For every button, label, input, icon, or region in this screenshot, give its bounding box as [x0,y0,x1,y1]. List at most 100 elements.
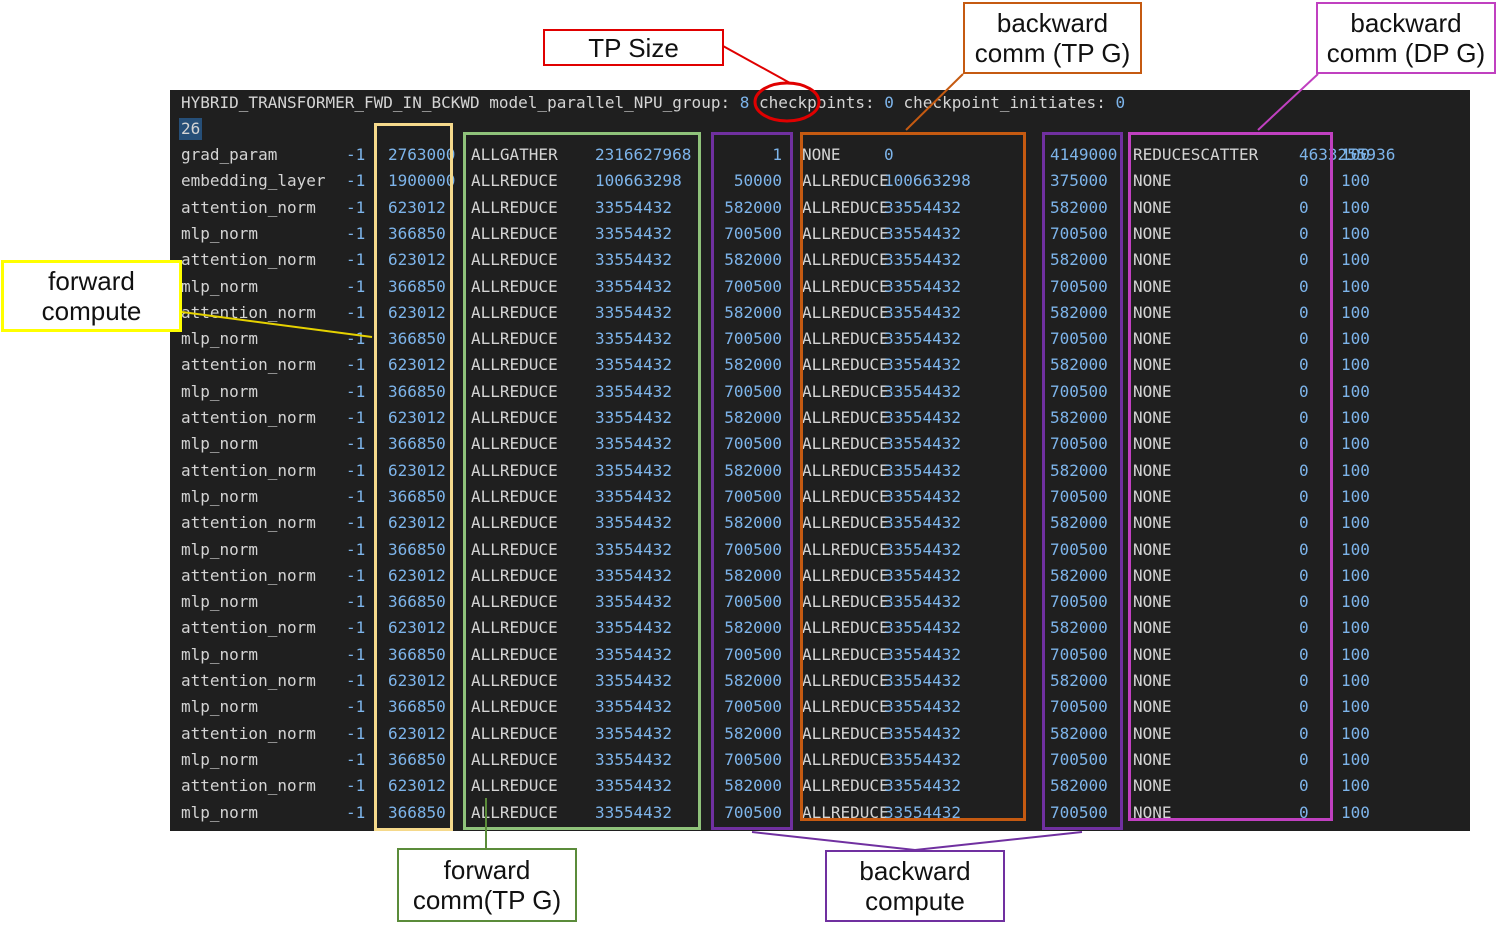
table-cell: attention_norm [181,250,316,270]
table-cell: ALLREDUCE [802,302,889,322]
backward-compute-box-2 [1042,132,1123,830]
table-row: attention_norm -1 623012 ALLREDUCE 33554432 5… [0,668,1500,694]
table-cell: 100 [1341,592,1370,612]
table-cell: -1 [346,618,366,638]
forward-comm-label: forward comm(TP G) [397,848,577,922]
backward-comm-dp-line2: comm (DP G) [1326,38,1486,68]
table-cell: ALLREDUCE [471,644,558,664]
table-cell: 0 [1299,723,1309,743]
table-cell: 0 [1299,171,1309,191]
table-row: mlp_norm -1 366850 ALLREDUCE 33554432 700500 A… [0,537,1500,563]
table-cell: 582000 [724,513,782,533]
table-cell: ALLREDUCE [471,223,558,243]
table-cell: 33554432 [884,434,962,454]
table-cell: 33554432 [595,592,673,612]
table-cell: -1 [346,276,366,296]
table-cell: 700500 [1050,381,1108,401]
table-cell: NONE [1133,302,1172,322]
table-cell: -1 [346,539,366,559]
table-cell: 366850 [388,592,446,612]
table-cell: ALLREDUCE [471,802,558,822]
table-cell: 582000 [1050,250,1108,270]
table-cell: ALLREDUCE [802,749,889,769]
table-cell: 0 [1299,802,1309,822]
table-cell: 0 [1299,644,1309,664]
table-cell: ALLREDUCE [802,486,889,506]
table-cell: 100 [1341,671,1370,690]
table-cell: attention_norm [181,671,316,690]
table-cell: 2763000 [388,145,456,164]
table-cell: attention_norm [181,618,316,638]
table-cell: ALLREDUCE [471,776,558,796]
tp-size-label: TP Size [543,29,724,66]
table-cell: 33554432 [884,802,962,822]
backward-compute-box-1 [711,132,793,830]
table-cell: 33554432 [595,618,673,638]
table-cell: 33554432 [884,513,962,533]
table-cell: 0 [1299,408,1309,427]
table-row: attention_norm -1 623012 ALLREDUCE 33554432 5… [0,721,1500,747]
backward-comm-tp-label: backward comm (TP G) [963,2,1142,74]
table-row: attention_norm -1 623012 ALLREDUCE 33554432 5… [0,458,1500,484]
table-cell: 33554432 [884,644,962,664]
table-cell: 582000 [1050,565,1108,585]
table-cell: ALLREDUCE [471,250,558,270]
table-cell: ALLREDUCE [802,329,889,349]
table-cell: 0 [1299,460,1309,480]
table-cell: ALLREDUCE [471,592,558,612]
table-cell: -1 [346,513,366,533]
table-cell: attention_norm [181,460,316,480]
table-row: attention_norm -1 623012 ALLREDUCE 33554432 5… [0,352,1500,378]
layer-count[interactable]: 26 [179,118,203,140]
table-cell: 100 [1341,171,1370,191]
table-cell: 700500 [724,276,782,296]
header-mp-value: 8 [739,93,750,112]
table-cell: 582000 [724,460,782,480]
table-cell: 0 [1299,618,1309,638]
table-cell: 100 [1341,276,1370,296]
table-cell: 700500 [1050,592,1108,612]
table-cell: 700500 [1050,539,1108,559]
table-cell: 700500 [1050,644,1108,664]
table-cell: 33554432 [884,618,962,638]
table-cell: 33554432 [595,539,673,559]
table-row: mlp_norm -1 366850 ALLREDUCE 33554432 700500 A… [0,642,1500,668]
table-cell: attention_norm [181,565,316,585]
table-cell: NONE [1133,592,1172,612]
table-cell: ALLREDUCE [471,539,558,559]
table-cell: 582000 [1050,671,1108,690]
table-cell: 1900000 [388,171,456,191]
table-cell: mlp_norm [181,802,259,822]
table-cell: 33554432 [884,223,962,243]
table-cell: 582000 [724,618,782,638]
table-cell: 100663298 [595,171,682,191]
table-cell: ALLREDUCE [802,776,889,796]
table-cell: mlp_norm [181,381,259,401]
table-cell: -1 [346,644,366,664]
table-cell: 100 [1341,434,1370,454]
table-cell: 100 [1341,697,1370,717]
table-cell: -1 [346,171,366,191]
table-cell: 366850 [388,329,446,349]
table-cell: 33554432 [595,644,673,664]
table-cell: ALLREDUCE [802,355,889,375]
table-cell: ALLREDUCE [802,250,889,270]
table-cell: 700500 [724,381,782,401]
table-cell: REDUCESCATTER [1133,145,1259,164]
table-cell: ALLREDUCE [802,723,889,743]
backward-compute-pointer-1 [751,831,916,851]
header-line: HYBRID_TRANSFORMER_FWD_IN_BCKWD model_pa… [181,91,1125,115]
backward-compute-line1: backward [859,856,971,886]
backward-comm-tp-line1: backward [996,8,1109,38]
table-cell: NONE [1133,802,1172,822]
table-cell: 0 [1299,486,1309,506]
table-row: attention_norm -1 623012 ALLREDUCE 33554432 5… [0,615,1500,641]
table-cell: 582000 [724,355,782,375]
table-cell: 2316627968 [595,145,692,164]
table-cell: 33554432 [595,671,673,690]
table-cell: 582000 [1050,618,1108,638]
table-cell: -1 [346,749,366,769]
table-cell: 33554432 [595,355,673,375]
table-row: mlp_norm -1 366850 ALLREDUCE 33554432 700500 A… [0,589,1500,615]
forward-compute-line1: forward [48,266,135,296]
